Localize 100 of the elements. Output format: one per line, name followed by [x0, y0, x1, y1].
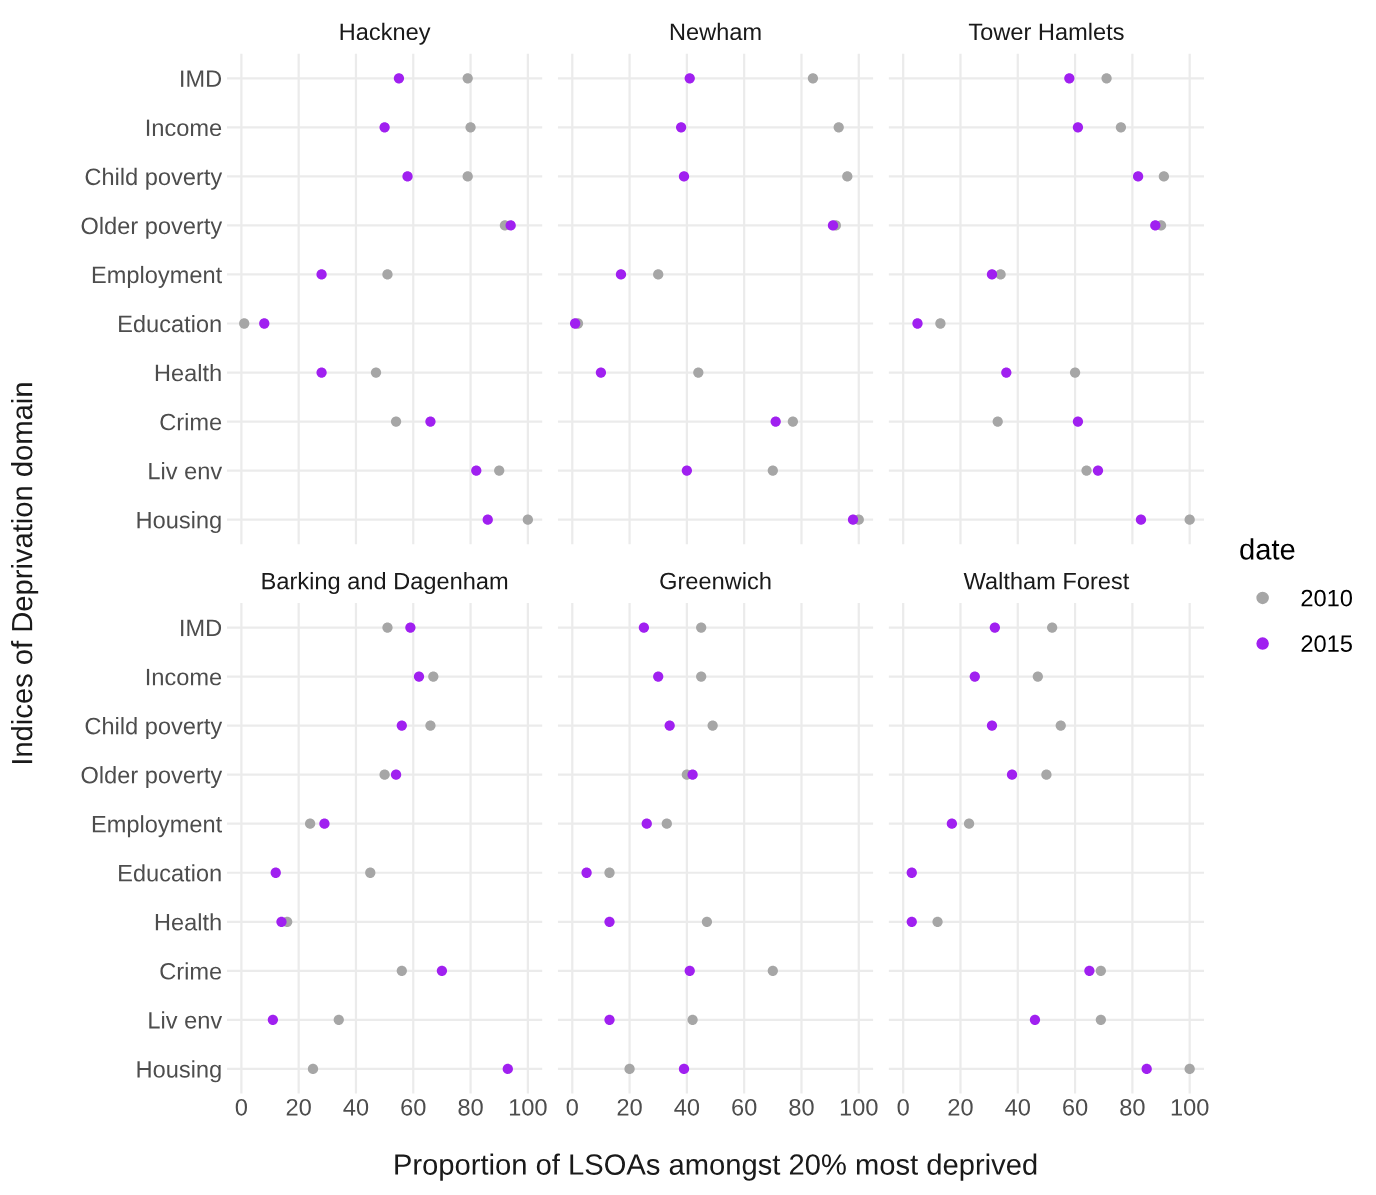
y-tick-label: IMD [181, 619, 222, 637]
point [661, 818, 672, 829]
point [678, 1063, 690, 1075]
point [707, 720, 718, 731]
chart-title: Tower Hamlets [968, 22, 1124, 41]
point [1081, 465, 1092, 476]
point [316, 269, 327, 280]
point [906, 867, 917, 878]
y-tick-label: Liv env [149, 1011, 223, 1029]
point [1184, 1063, 1195, 1075]
point [267, 1014, 279, 1026]
x-tick-label: 80 [1120, 1098, 1145, 1116]
point [684, 965, 695, 976]
point [304, 818, 316, 829]
point [239, 318, 250, 329]
point [1101, 73, 1112, 84]
x-tick-label: 80 [458, 1098, 483, 1116]
point [995, 269, 1006, 280]
point [604, 867, 615, 878]
x-tick-label: 20 [617, 1098, 642, 1116]
chart-title: Waltham Forest [963, 572, 1130, 590]
point [963, 818, 975, 829]
y-tick-label: Housing [137, 511, 221, 534]
point [696, 671, 707, 682]
y-tick-label: Crime [160, 413, 222, 431]
point [684, 73, 695, 84]
point [604, 1014, 615, 1026]
y-tick-label: Employment [92, 265, 223, 288]
point [462, 171, 473, 182]
x-tick-label: 100 [509, 1098, 547, 1116]
point [1084, 965, 1095, 976]
point [912, 318, 923, 329]
point [379, 122, 390, 133]
point [505, 220, 516, 231]
x-tick-label: 0 [235, 1098, 248, 1116]
x-tick-label: 60 [401, 1098, 426, 1116]
point [1047, 622, 1058, 633]
chart-title: Barking and Dagenham [262, 572, 508, 595]
point [382, 269, 393, 280]
y-tick-label: Income [146, 119, 222, 137]
x-tick-label: 100 [840, 1098, 878, 1116]
point [465, 122, 476, 133]
point [787, 416, 799, 427]
point [1041, 769, 1052, 780]
point [678, 171, 690, 182]
point [767, 965, 778, 976]
point [653, 671, 664, 682]
y-tick-label: Liv env [149, 462, 223, 480]
point [935, 318, 946, 329]
x-tick-label: 80 [789, 1098, 814, 1116]
point [425, 720, 436, 731]
point [615, 269, 627, 280]
point [1092, 465, 1104, 476]
point [1064, 73, 1075, 84]
point [396, 720, 407, 731]
point [701, 916, 713, 927]
y-tick-label: Crime [160, 962, 222, 980]
point [989, 622, 1001, 633]
y-tick-label: Older poverty [81, 216, 223, 239]
point [319, 818, 330, 829]
point [396, 965, 407, 976]
point [402, 171, 413, 182]
point [696, 622, 707, 633]
point [1184, 514, 1195, 525]
point [494, 465, 505, 476]
point [1095, 1014, 1107, 1026]
point [992, 416, 1003, 427]
point [471, 465, 482, 476]
point [428, 671, 439, 682]
legend-label: 2015 [1301, 635, 1352, 653]
point [1029, 1014, 1041, 1026]
point [807, 73, 819, 84]
point [436, 965, 448, 976]
point [259, 318, 270, 329]
point [390, 769, 402, 780]
point [675, 122, 687, 133]
x-tick-label: 0 [897, 1098, 909, 1116]
point [1055, 720, 1066, 731]
point [1141, 1063, 1152, 1075]
point [767, 465, 778, 476]
x-tick-label: 40 [343, 1098, 369, 1116]
point [370, 367, 382, 378]
point [1115, 122, 1127, 133]
point [946, 818, 958, 829]
point [333, 1014, 344, 1026]
y-tick-label: Income [146, 668, 222, 686]
y-tick-label: Health [155, 913, 221, 931]
point [770, 416, 781, 427]
point [1150, 220, 1161, 231]
x-tick-label: 0 [566, 1098, 578, 1116]
point [482, 514, 493, 525]
point [393, 73, 405, 84]
point [653, 269, 664, 280]
y-tick-label: Education [119, 314, 221, 333]
point [382, 622, 393, 633]
y-tick-label: Older poverty [81, 766, 223, 789]
point [413, 671, 425, 682]
x-tick-label: 20 [286, 1098, 311, 1116]
point [270, 867, 281, 878]
point [1001, 367, 1012, 378]
